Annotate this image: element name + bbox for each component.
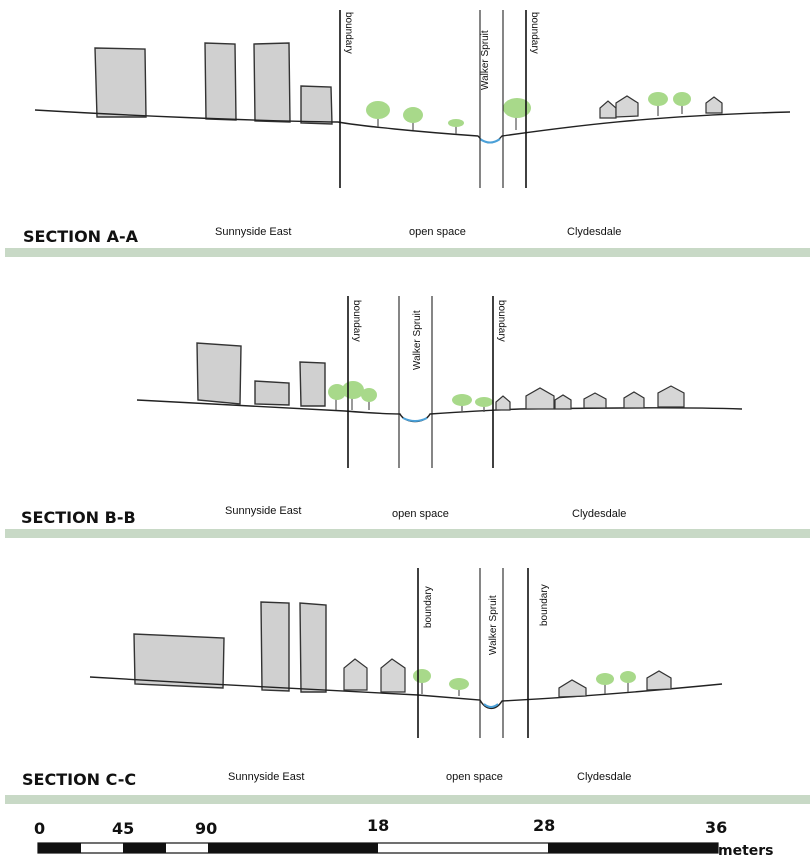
zone-label-right: Clydesdale [572,508,626,520]
tower-building [204,42,237,121]
house [705,96,723,114]
tree [342,381,364,410]
house [343,658,368,691]
low-building [254,380,290,406]
tree [620,671,636,692]
zone-label-middle: open space [409,226,466,238]
section-a-houses [599,95,723,119]
scale-tick-label: 90 [195,819,217,838]
tree [366,101,390,127]
tree [448,119,464,134]
tower-building [299,602,327,693]
boundary-label-left: boundary [423,586,434,628]
house [623,391,645,409]
section-b-stream [402,417,428,422]
house [558,679,587,698]
tree [648,92,668,116]
tree [361,388,377,410]
scale-tick-label: 45 [112,819,134,838]
section-divider-band [5,529,810,538]
boundary-label-left: boundary [351,300,362,342]
scale-bar: 0 45 90 18 28 36 meters [34,816,774,858]
wide-building [133,633,225,689]
section-title: SECTION B-B [21,508,136,527]
boundary-label-right: boundary [539,584,550,626]
tree [328,384,346,410]
tree [413,669,431,694]
section-a-buildings [94,42,333,125]
tree [403,107,423,130]
house [583,392,607,409]
scale-tick-label: 18 [367,816,389,835]
tower-building [196,342,242,405]
house [554,394,572,410]
tower-building [260,601,290,692]
zone-label-right: Clydesdale [567,226,621,238]
scale-segment-dark [548,843,718,853]
section-a-stream [479,138,501,144]
boundary-label-right: boundary [496,300,507,342]
tower-building [94,47,147,118]
scale-segment-dark [208,843,378,853]
scale-tick-label: 0 [34,819,45,838]
section-c-stream [483,703,499,708]
section-a-trees [366,92,691,134]
river-label: Walker Spruit [480,30,491,90]
tower-building [253,42,291,123]
section-c-buildings [133,601,327,693]
section-b-buildings [196,342,326,407]
scale-segment-dark [123,843,166,853]
section-title: SECTION A-A [23,227,139,246]
scale-segment-dark [38,843,81,853]
house [495,395,511,411]
section-a-a: boundary Walker Spruit boundary SECTION … [5,10,810,257]
scale-tick-label: 36 [705,818,727,837]
zone-label-middle: open space [392,508,449,520]
tree [596,673,614,694]
section-c-houses [343,658,672,698]
section-title: SECTION C-C [22,770,136,789]
low-building [299,361,326,407]
house [615,95,639,118]
tree [452,394,472,412]
section-a-ground-line [34,109,791,144]
boundary-label-left: boundary [343,12,354,54]
house [525,387,555,410]
section-divider-band [5,795,810,804]
section-c-c: boundary Walker Spruit boundary SECTION … [5,568,810,804]
tree [449,678,469,696]
section-b-b: boundary Walker Spruit boundary SECTION … [5,296,810,538]
house [657,385,685,408]
zone-label-left: Sunnyside East [215,226,291,238]
section-c-trees [413,669,636,696]
scale-unit-label: meters [718,843,774,858]
house [380,658,406,693]
river-label: Walker Spruit [412,310,423,370]
tree [673,92,691,114]
boundary-label-right: boundary [529,12,540,54]
section-divider-band [5,248,810,257]
zone-label-right: Clydesdale [577,771,631,783]
house [599,100,617,119]
house [646,670,672,691]
section-b-trees [328,381,493,412]
low-building [300,85,333,125]
zone-label-middle: open space [446,771,503,783]
tree [475,397,493,412]
section-b-houses [495,385,685,411]
scale-tick-label: 28 [533,816,555,835]
zone-label-left: Sunnyside East [228,771,304,783]
river-label: Walker Spruit [488,595,499,655]
tree [503,98,531,130]
zone-label-left: Sunnyside East [225,505,301,517]
